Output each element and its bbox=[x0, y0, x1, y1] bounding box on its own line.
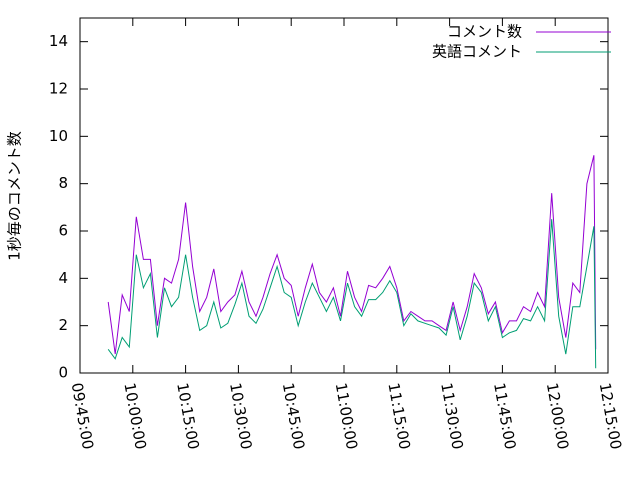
x-tick-label: 11:45:00 bbox=[490, 381, 519, 450]
y-tick-label: 12 bbox=[49, 80, 68, 98]
y-tick-label: 4 bbox=[58, 269, 68, 287]
legend-label: 英語コメント bbox=[432, 43, 522, 61]
y-tick-label: 2 bbox=[58, 316, 68, 334]
x-tick-label: 11:15:00 bbox=[384, 381, 413, 450]
series-line bbox=[107, 155, 597, 355]
y-tick-label: 10 bbox=[49, 127, 68, 145]
plot-border bbox=[79, 17, 609, 374]
x-tick-label: 11:00:00 bbox=[332, 381, 361, 450]
x-tick-label: 10:30:00 bbox=[226, 381, 255, 450]
x-tick-label: 12:15:00 bbox=[596, 381, 625, 450]
series-line bbox=[107, 219, 597, 369]
x-tick-label: 10:00:00 bbox=[120, 381, 149, 450]
y-axis-label: 1秒毎のコメント数 bbox=[6, 131, 24, 261]
x-tick-label: 10:15:00 bbox=[173, 381, 202, 450]
x-tick-label: 12:00:00 bbox=[543, 381, 572, 450]
x-tick-label: 11:30:00 bbox=[437, 381, 466, 450]
y-tick-label: 8 bbox=[58, 174, 68, 192]
y-tick-label: 6 bbox=[58, 222, 68, 240]
x-tick-label: 10:45:00 bbox=[279, 381, 308, 450]
y-tick-label: 14 bbox=[49, 32, 68, 50]
legend-label: コメント数 bbox=[447, 23, 522, 41]
x-tick-label: 09:45:00 bbox=[68, 381, 97, 450]
y-tick-label: 0 bbox=[58, 364, 68, 382]
